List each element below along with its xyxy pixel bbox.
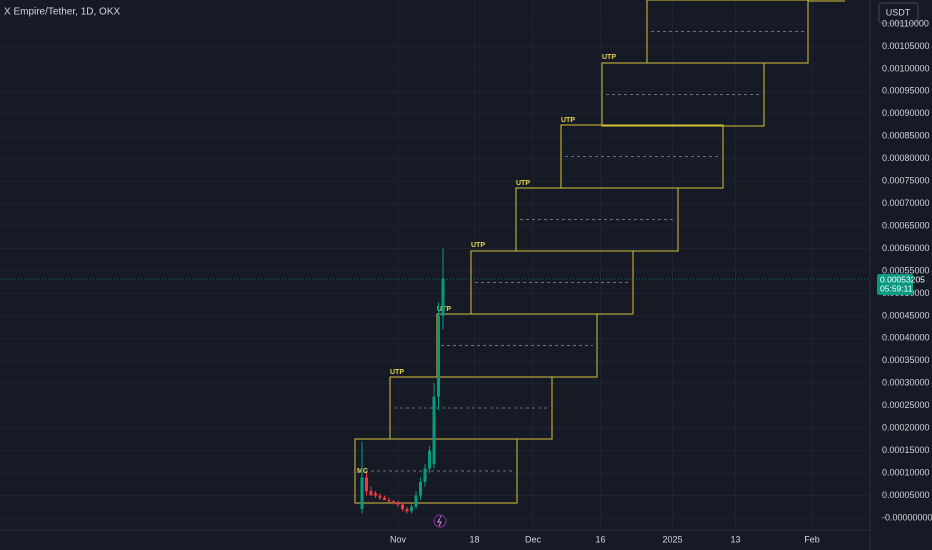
currency-label[interactable]: USDT — [886, 7, 911, 17]
candle-body — [437, 315, 440, 397]
countdown: 05:59:11 — [880, 283, 913, 293]
candle-body — [441, 279, 445, 316]
y-tick-label: 0.00010000 — [882, 467, 930, 477]
y-tick-label: 0.00100000 — [882, 63, 930, 73]
annotation: UTP — [471, 242, 485, 249]
annotation: UTP — [516, 180, 530, 187]
y-tick-label: 0.00060000 — [882, 243, 930, 253]
chart-title: X Empire/Tether, 1D, OKX — [4, 7, 120, 18]
annotation: UTP — [602, 54, 616, 61]
last-price-label: 0.00053205 — [880, 274, 925, 284]
y-tick-label: 0.00105000 — [882, 41, 930, 51]
y-tick-label: 0.00110000 — [882, 18, 929, 28]
x-tick-label: 2025 — [662, 534, 682, 544]
y-tick-label: 0.00070000 — [882, 198, 930, 208]
candle-body — [383, 497, 386, 501]
y-tick-label: 0.00040000 — [882, 333, 930, 343]
event-icon[interactable] — [433, 514, 447, 528]
candle-body — [365, 477, 368, 492]
x-tick-label: 16 — [595, 534, 605, 544]
currency-button[interactable] — [878, 2, 919, 24]
candle-body — [392, 501, 395, 504]
annotation: UTP — [561, 117, 575, 124]
price-box — [560, 124, 724, 189]
y-tick-label: 0.00005000 — [882, 490, 930, 500]
candle-body — [419, 482, 422, 496]
y-tick-label: 0.00090000 — [882, 108, 930, 118]
y-tick-label: 0.00085000 — [882, 131, 930, 141]
x-tick-label: 18 — [469, 534, 479, 544]
event-bolt — [437, 515, 442, 527]
candle-body — [432, 396, 436, 465]
price-box — [646, 0, 809, 64]
y-tick-label: 0.00080000 — [882, 153, 930, 163]
y-tick-label: 0.00045000 — [882, 310, 930, 320]
candle-body — [410, 506, 413, 512]
y-tick-label: 0.00055000 — [882, 265, 930, 275]
y-tick-label: 0.00035000 — [882, 355, 930, 365]
candle-body — [405, 509, 409, 512]
candle-body — [374, 493, 377, 496]
annotation: UTP — [390, 369, 404, 376]
x-tick-label: Dec — [525, 534, 542, 544]
candle-body — [428, 450, 431, 469]
y-tick-label: 0.00065000 — [882, 220, 930, 230]
candle-body — [396, 503, 400, 505]
candle-body — [378, 495, 382, 498]
candle-body — [423, 468, 427, 483]
candle-body — [369, 491, 373, 496]
y-tick-label: 0.00015000 — [882, 445, 930, 455]
candle-body — [360, 477, 364, 510]
last-price-tag — [877, 274, 913, 296]
y-tick-label: -0.00000000 — [882, 512, 932, 522]
y-tick-label: 0.00020000 — [882, 423, 930, 433]
x-tick-label: Nov — [390, 534, 407, 544]
candle-body — [387, 500, 391, 502]
y-tick-label: 0.00075000 — [882, 176, 930, 186]
y-tick-label: 0.00095000 — [882, 86, 930, 96]
x-tick-label: Feb — [804, 534, 820, 544]
y-tick-label: 0.00030000 — [882, 378, 930, 388]
x-tick-label: 13 — [730, 534, 740, 544]
candle-body — [401, 504, 404, 510]
y-tick-label: 0.00025000 — [882, 400, 930, 410]
candle-body — [414, 495, 418, 507]
